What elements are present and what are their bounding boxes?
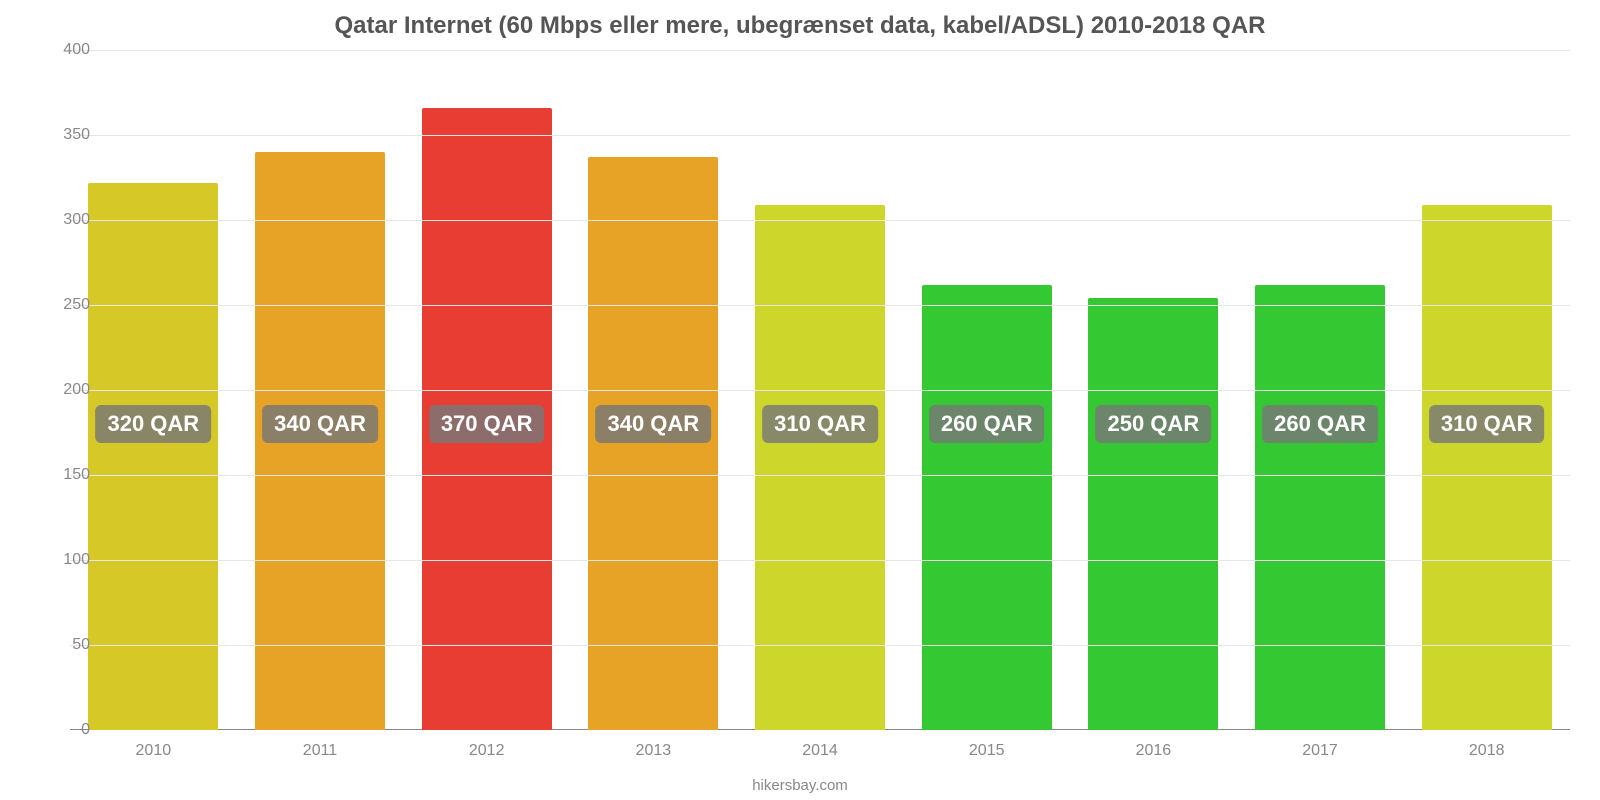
x-tick-label: 2015	[969, 742, 1005, 760]
grid-line	[70, 560, 1570, 561]
grid-line	[70, 220, 1570, 221]
bar: 370 QAR	[422, 108, 552, 730]
bar: 250 QAR	[1088, 298, 1218, 730]
bar-value-label: 250 QAR	[1096, 405, 1212, 443]
bar: 310 QAR	[1422, 205, 1552, 730]
y-tick-label: 250	[30, 296, 90, 314]
x-tick-label: 2013	[636, 742, 672, 760]
chart-title: Qatar Internet (60 Mbps eller mere, ubeg…	[0, 12, 1600, 40]
bar: 310 QAR	[755, 205, 885, 730]
y-tick-label: 300	[30, 211, 90, 229]
bar-value-label: 340 QAR	[262, 405, 378, 443]
bar-value-label: 310 QAR	[1429, 405, 1545, 443]
bar-value-label: 310 QAR	[762, 405, 878, 443]
bar-value-label: 370 QAR	[429, 405, 545, 443]
bar-value-label: 320 QAR	[95, 405, 211, 443]
bar: 340 QAR	[255, 152, 385, 730]
bar: 260 QAR	[922, 285, 1052, 730]
grid-line	[70, 305, 1570, 306]
x-tick-label: 2012	[469, 742, 505, 760]
bar-value-label: 260 QAR	[929, 405, 1045, 443]
x-tick-label: 2016	[1136, 742, 1172, 760]
y-tick-label: 50	[30, 636, 90, 654]
y-tick-label: 350	[30, 126, 90, 144]
x-tick-label: 2011	[303, 742, 337, 760]
bar: 320 QAR	[88, 183, 218, 730]
x-tick-label: 2014	[802, 742, 838, 760]
bar-value-label: 340 QAR	[595, 405, 711, 443]
y-tick-label: 100	[30, 551, 90, 569]
x-tick-label: 2010	[136, 742, 172, 760]
grid-line	[70, 645, 1570, 646]
x-tick-label: 2017	[1302, 742, 1338, 760]
y-tick-label: 400	[30, 41, 90, 59]
grid-line	[70, 390, 1570, 391]
plot-area: 320 QAR2010340 QAR2011370 QAR2012340 QAR…	[70, 50, 1570, 730]
bar: 260 QAR	[1255, 285, 1385, 730]
bar-value-label: 260 QAR	[1262, 405, 1378, 443]
x-tick-label: 2018	[1469, 742, 1505, 760]
grid-line	[70, 135, 1570, 136]
y-tick-label: 200	[30, 381, 90, 399]
grid-line	[70, 475, 1570, 476]
y-tick-label: 150	[30, 466, 90, 484]
y-tick-label: 0	[30, 721, 90, 739]
grid-line	[70, 50, 1570, 51]
source-label: hikersbay.com	[0, 777, 1600, 794]
bar-chart: Qatar Internet (60 Mbps eller mere, ubeg…	[0, 0, 1600, 800]
